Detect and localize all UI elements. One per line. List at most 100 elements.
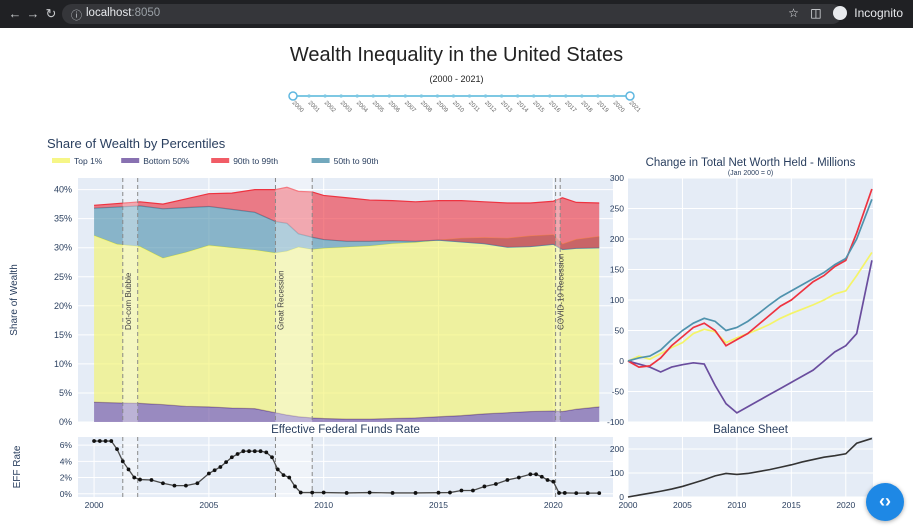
sidebar-icon[interactable]: ◫ xyxy=(810,5,822,20)
x-tick-label: 2000 xyxy=(619,500,638,510)
ffr-point xyxy=(298,490,303,495)
y-tick-label: 0 xyxy=(619,356,624,366)
net-worth-chart-subtitle: (Jan 2000 = 0) xyxy=(728,170,773,177)
forward-arrow-icon[interactable]: → xyxy=(26,6,40,21)
y-tick-label: 0 xyxy=(619,492,624,502)
ffr-point xyxy=(235,452,240,456)
ffr-point xyxy=(562,491,567,495)
slider-mark xyxy=(355,94,359,98)
area-bottom-50- xyxy=(94,402,600,422)
slider-mark-label: 2016 xyxy=(547,100,561,114)
ffr-point xyxy=(545,478,550,482)
ffr-point xyxy=(413,491,418,495)
ffr-point xyxy=(293,484,297,489)
ffr-point xyxy=(161,481,165,486)
ffr-point xyxy=(287,475,292,480)
slider-mark-label: 2004 xyxy=(355,100,369,114)
slider-mark xyxy=(548,94,552,98)
legend-swatch xyxy=(311,158,330,163)
reload-icon[interactable]: ↻ xyxy=(45,6,57,21)
ffr-point xyxy=(224,460,229,465)
net-worth-y-ticks: -100 -50 0 50 100 150 200 250 300 xyxy=(607,173,624,427)
y-tick-label: 30% xyxy=(54,243,72,253)
slider-mark-label: 2009 xyxy=(435,100,449,114)
area-90th-to-99th xyxy=(94,187,600,250)
ffr-point xyxy=(103,439,108,443)
incognito-icon[interactable] xyxy=(832,5,847,20)
ffr-point xyxy=(252,449,257,454)
legend-entry: 50th to 90th xyxy=(334,156,379,166)
ffr-point xyxy=(482,484,487,489)
area-top-1- xyxy=(94,234,600,420)
ffr-point xyxy=(126,467,131,472)
wealth-share-legend: Top 1% Bottom 50% 90th to 99th 50th to 90th xyxy=(52,156,379,166)
recession-band xyxy=(122,437,138,497)
ffr-point xyxy=(206,471,211,476)
x-tick-label: 2015 xyxy=(429,500,448,510)
ffr-point xyxy=(138,477,142,482)
ffr-point xyxy=(321,490,326,495)
slider-mark xyxy=(339,94,343,98)
ffr-point xyxy=(367,490,372,495)
slider-handle-start[interactable] xyxy=(288,91,298,101)
y-tick-label: 100 xyxy=(610,295,624,305)
slider-mark-label: 2010 xyxy=(451,100,465,114)
ffr-point xyxy=(195,481,200,486)
slider-mark xyxy=(483,94,488,98)
slider-mark xyxy=(435,94,440,98)
profile-label: Incognito xyxy=(854,5,903,20)
slider-mark xyxy=(564,94,568,98)
slider-mark xyxy=(467,94,472,98)
ffr-point xyxy=(516,475,521,480)
balance-sheet-plot-area xyxy=(628,437,873,497)
balance-sheet-line-path xyxy=(627,437,873,498)
legend-swatch xyxy=(121,158,140,163)
back-arrow-icon[interactable]: ← xyxy=(8,6,22,21)
y-tick-label: 20% xyxy=(54,301,72,311)
slider-mark xyxy=(307,94,311,98)
slider-mark-label: 2007 xyxy=(403,100,417,114)
star-icon[interactable]: ☆ xyxy=(788,5,799,20)
slider-mark xyxy=(596,94,600,98)
slider-handle-end[interactable] xyxy=(625,91,635,101)
dash-debug-button[interactable]: ‹› xyxy=(866,483,904,521)
slider-mark-label: 2005 xyxy=(371,100,385,114)
recession-annotations: Dot-com Bubble Great Recession COVID-19 Re… xyxy=(122,178,566,422)
slider-mark-label: 2003 xyxy=(339,100,353,114)
line-90th-to-99th xyxy=(627,188,873,368)
legend-entry: 90th to 99th xyxy=(233,156,278,166)
browser-actions: ☆ ◫ Incognito xyxy=(780,5,903,23)
ffr-chart-title: Effective Federal Funds Rate xyxy=(271,424,420,436)
slider-mark-label: 2000 xyxy=(291,100,305,114)
ffr-point xyxy=(247,449,251,454)
ffr-line xyxy=(92,439,602,496)
year-range-slider[interactable]: 2000 2001 2002 2003 2004 2005 2006 2007 2008 2009… xyxy=(288,91,642,114)
page-subtitle: (2000 - 2021) xyxy=(429,74,484,84)
y-tick-label: 5% xyxy=(59,388,72,398)
slider-mark-label: 2002 xyxy=(323,100,337,114)
balance-sheet-ticks: 0 100 200 2000 2005 2010 2015 2020 xyxy=(610,444,856,510)
recession-label: COVID-19 Recession xyxy=(557,254,566,330)
x-tick-label: 2020 xyxy=(544,500,563,510)
ffr-point xyxy=(120,459,125,464)
ffr-point xyxy=(241,449,246,454)
y-tick-label: 50 xyxy=(615,326,625,336)
ffr-plot-area xyxy=(78,437,613,497)
ffr-point xyxy=(132,475,137,480)
slider-mark-label: 2021 xyxy=(628,100,642,114)
info-icon[interactable]: ⓘ xyxy=(71,10,82,22)
x-tick-label: 2020 xyxy=(836,500,855,510)
balance-sheet-line xyxy=(627,437,873,498)
ffr-point xyxy=(109,439,114,443)
balance-sheet-chart-title: Balance Sheet xyxy=(713,424,789,436)
ffr-point xyxy=(534,472,538,477)
ffr-point xyxy=(448,490,452,495)
ffr-point xyxy=(310,490,315,495)
y-tick-label: 40% xyxy=(54,185,72,195)
y-tick-label: 25% xyxy=(54,272,72,282)
x-tick-label: 2005 xyxy=(673,500,692,510)
wealth-share-chart-title: Share of Wealth by Percentiles xyxy=(47,136,226,151)
slider-mark-label: 2011 xyxy=(467,100,481,114)
address-bar[interactable]: ⓘ localhost:8050 xyxy=(62,4,842,24)
